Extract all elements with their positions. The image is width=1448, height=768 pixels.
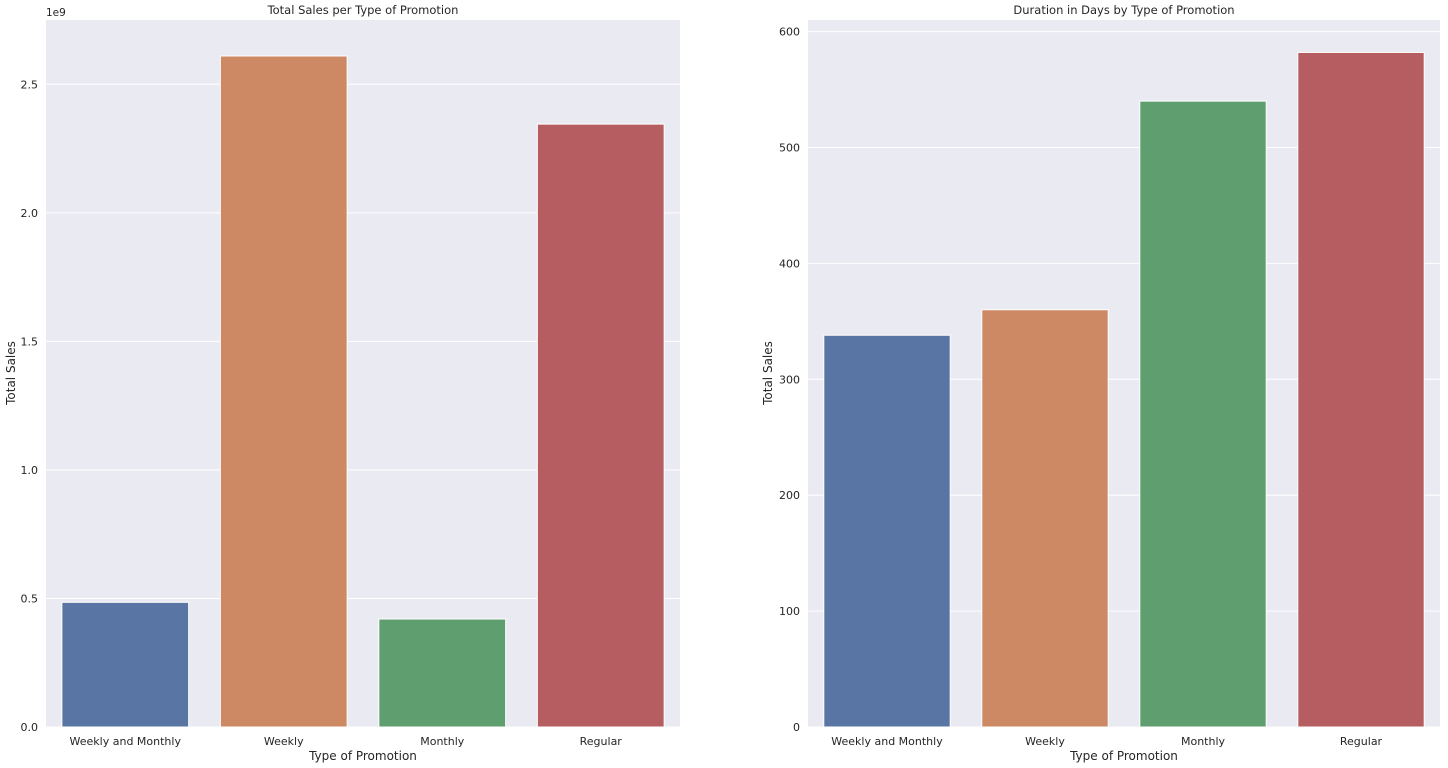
y-tick-label: 2.0 bbox=[21, 207, 39, 220]
x-tick-label: Monthly bbox=[420, 735, 465, 748]
x-tick-label: Monthly bbox=[1181, 735, 1226, 748]
x-axis-label: Type of Promotion bbox=[308, 749, 417, 763]
bar-weekly-and-monthly bbox=[61, 601, 190, 728]
x-tick-label: Weekly bbox=[264, 735, 304, 748]
bar-regular bbox=[1297, 51, 1425, 728]
y-tick-label: 400 bbox=[779, 257, 800, 270]
y-tick-label: 500 bbox=[779, 141, 800, 154]
x-tick-label: Regular bbox=[1340, 735, 1383, 748]
x-tick-label: Weekly and Monthly bbox=[831, 735, 943, 748]
chart-right: 0 100 200 300 400 500 600 Weekly and Monthly We… bbox=[761, 3, 1440, 763]
y-tick-label: 600 bbox=[779, 26, 800, 39]
bar-weekly bbox=[219, 55, 348, 728]
y-offset-label: 1e9 bbox=[46, 7, 66, 19]
chart-title: Total Sales per Type of Promotion bbox=[267, 3, 459, 17]
bar-monthly bbox=[378, 618, 507, 728]
bar-weekly bbox=[981, 309, 1109, 728]
chart-left: 0.0 0.5 1.0 1.5 2.0 2.5 Weekly and Monthly Wee… bbox=[4, 3, 680, 763]
x-tick-label: Weekly bbox=[1025, 735, 1065, 748]
x-tick-label: Weekly and Monthly bbox=[70, 735, 182, 748]
y-tick-label: 0.0 bbox=[21, 721, 39, 734]
y-tick-label: 1.0 bbox=[21, 464, 39, 477]
y-tick-label: 0.5 bbox=[21, 592, 39, 605]
bar-weekly-and-monthly bbox=[823, 334, 951, 728]
y-tick-label: 100 bbox=[779, 605, 800, 618]
y-tick-label: 1.5 bbox=[21, 335, 39, 348]
bar-regular bbox=[536, 123, 665, 728]
y-tick-label: 0 bbox=[793, 721, 800, 734]
y-axis-label: Total Sales bbox=[4, 341, 18, 406]
x-axis-label: Type of Promotion bbox=[1069, 749, 1178, 763]
y-tick-label: 2.5 bbox=[21, 78, 39, 91]
y-tick-label: 300 bbox=[779, 373, 800, 386]
y-tick-label: 200 bbox=[779, 489, 800, 502]
x-tick-label: Regular bbox=[580, 735, 623, 748]
chart-title: Duration in Days by Type of Promotion bbox=[1013, 3, 1234, 17]
y-axis-label: Total Sales bbox=[761, 341, 775, 406]
bar-monthly bbox=[1139, 100, 1267, 728]
